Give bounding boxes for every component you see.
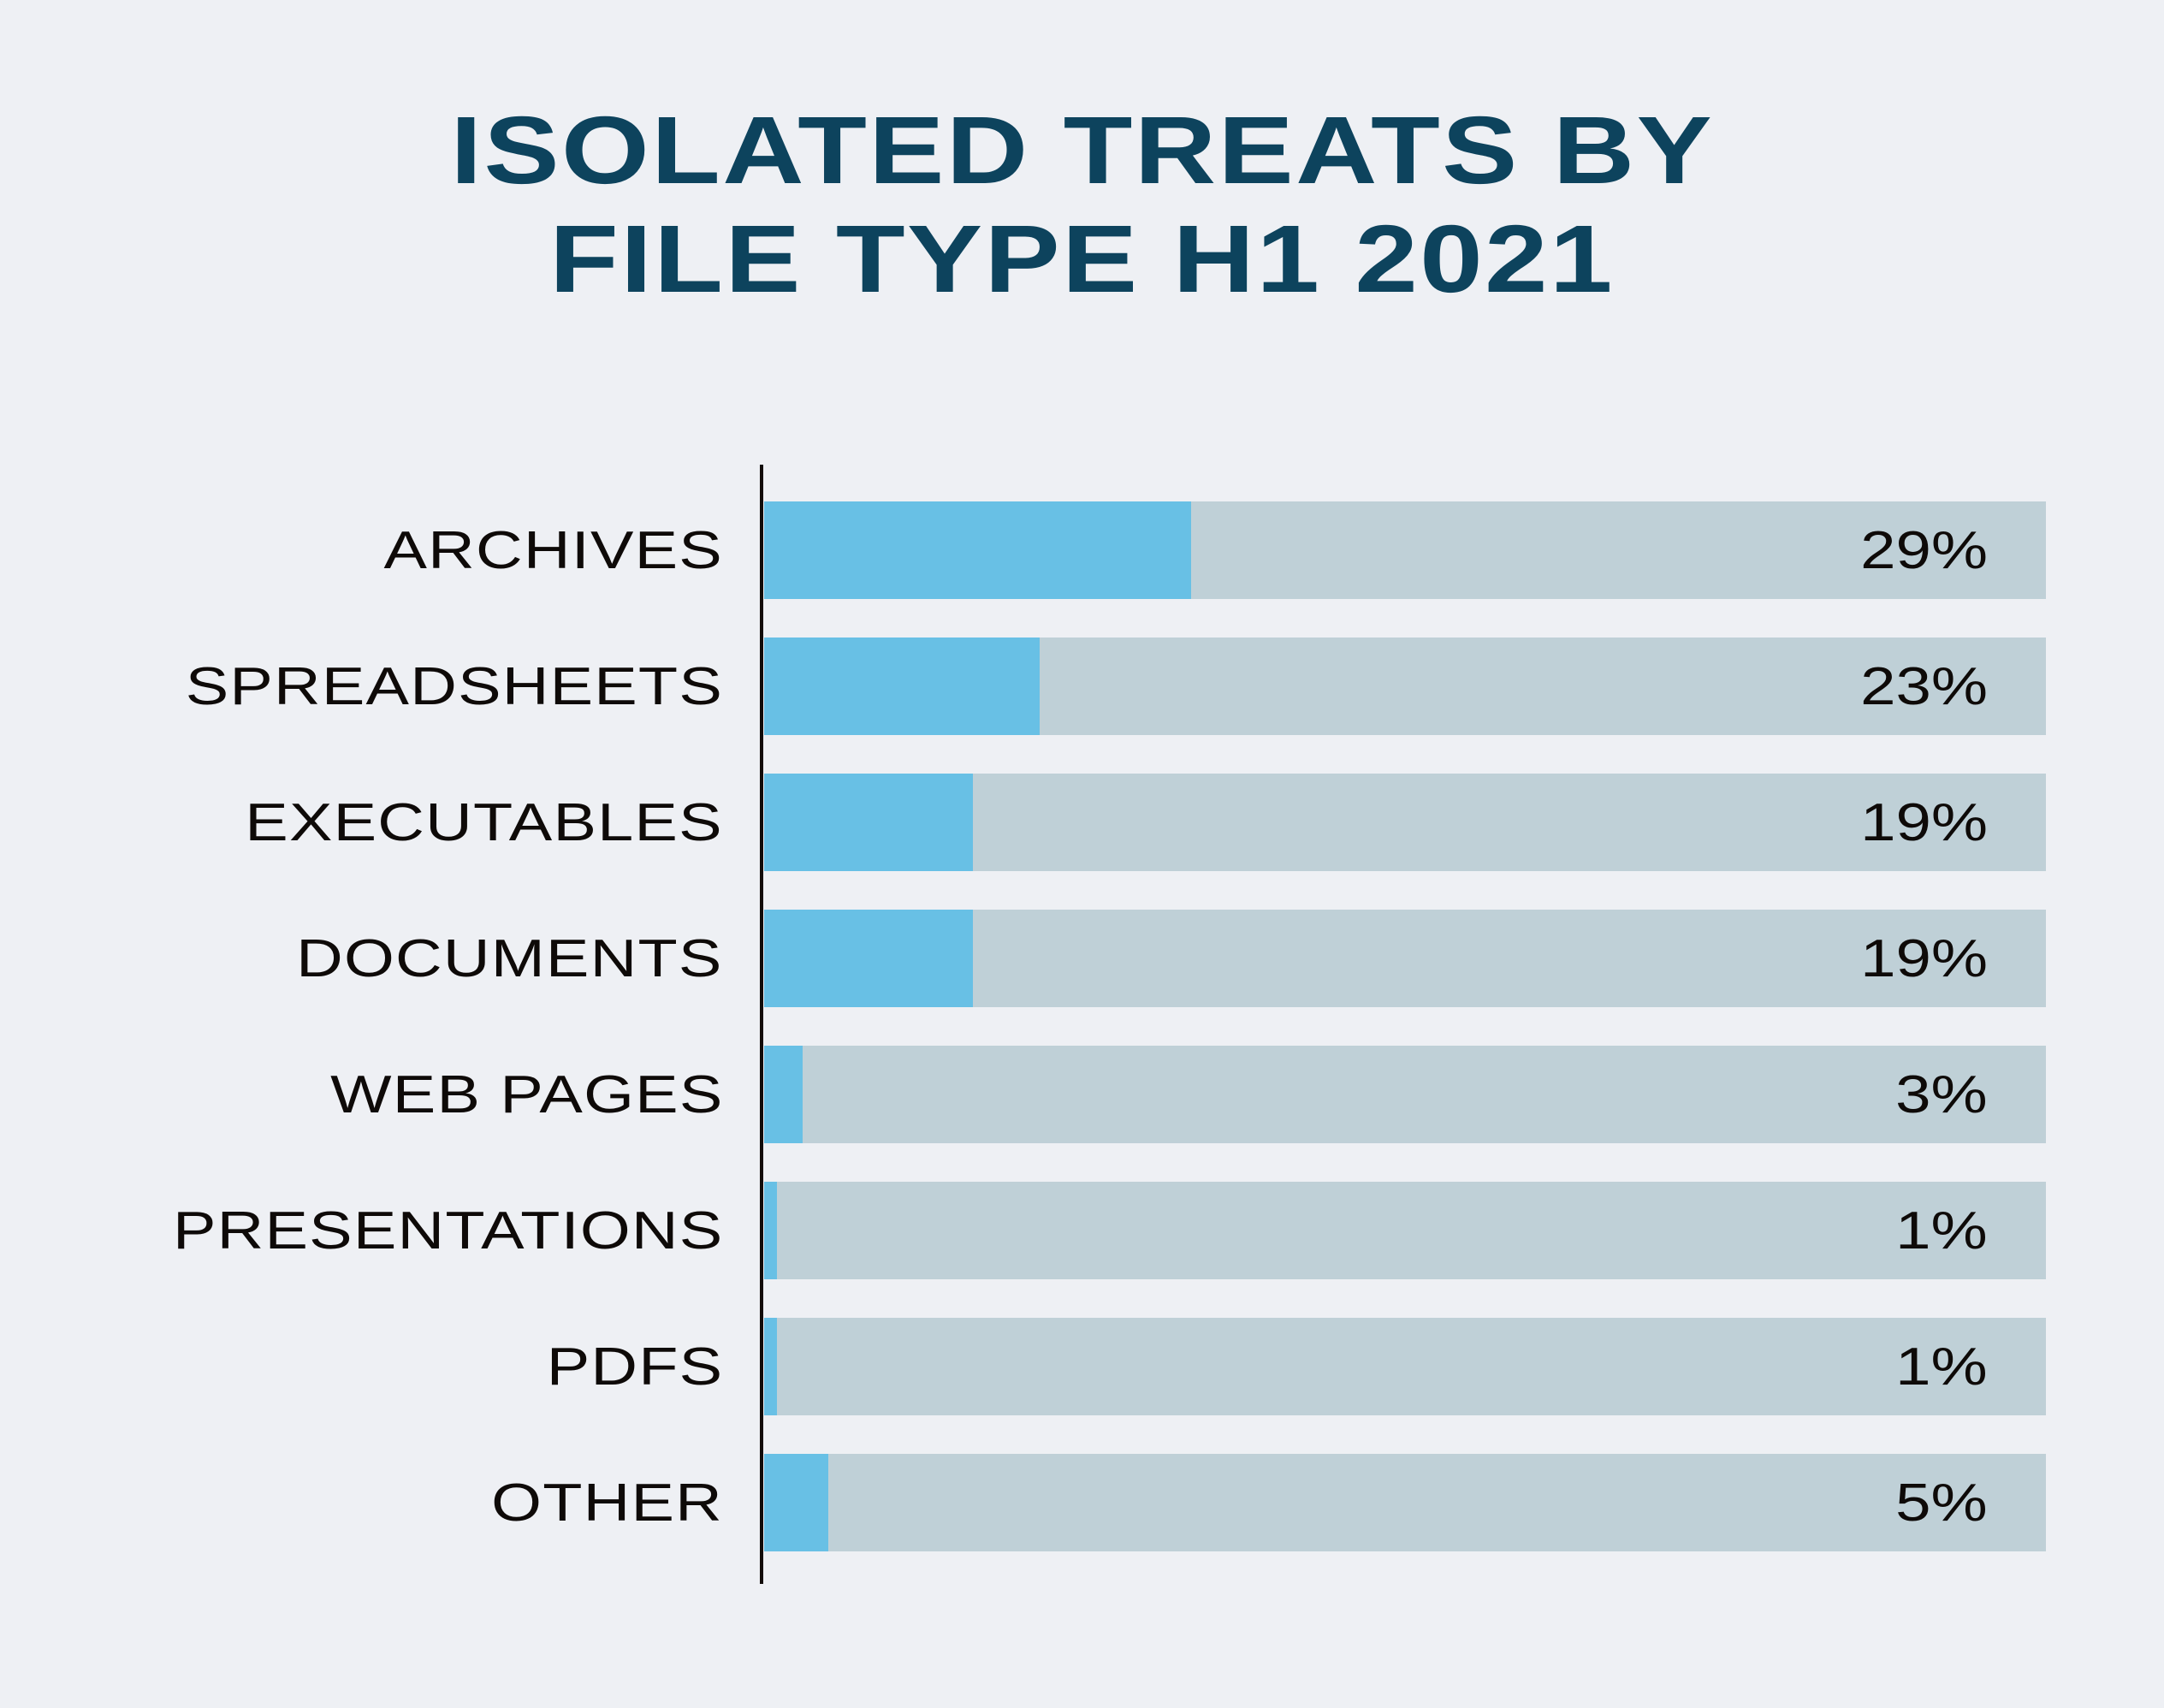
- y-axis-line: [760, 465, 763, 1584]
- category-label: OTHER: [491, 1473, 723, 1533]
- bar-row-presentations: PRESENTATIONS 1%: [0, 1182, 2164, 1279]
- bar-row-web-pages: WEB PAGES 3%: [0, 1046, 2164, 1143]
- category-label: EXECUTABLES: [245, 792, 723, 852]
- bar-row-other: OTHER 5%: [0, 1454, 2164, 1551]
- value-label: 5%: [1895, 1473, 1988, 1533]
- value-label: 3%: [1895, 1065, 1988, 1124]
- bar-row-spreadsheets: SPREADSHEETS 23%: [0, 638, 2164, 735]
- bar-fill: [764, 501, 1191, 599]
- bar-fill: [764, 774, 973, 871]
- bar-track: [764, 638, 2046, 735]
- chart-title-line-1: ISOLATED TREATS BY: [450, 97, 1714, 204]
- bar-track: [764, 501, 2046, 599]
- bar-track: [764, 1318, 2046, 1415]
- category-label: WEB PAGES: [329, 1065, 723, 1124]
- chart-title-line-2: FILE TYPE H1 2021: [549, 205, 1615, 312]
- bar-fill: [764, 1046, 803, 1143]
- bar-fill: [764, 1454, 828, 1551]
- value-label: 1%: [1895, 1337, 1988, 1397]
- category-label: PRESENTATIONS: [172, 1201, 723, 1260]
- bar-fill: [764, 910, 973, 1007]
- category-label: SPREADSHEETS: [185, 656, 723, 716]
- category-label: PDFS: [546, 1337, 723, 1397]
- value-label: 1%: [1895, 1201, 1988, 1260]
- bar-fill: [764, 1182, 777, 1279]
- bar-fill: [764, 1318, 777, 1415]
- bar-track: [764, 1454, 2046, 1551]
- bar-fill: [764, 638, 1040, 735]
- value-label: 29%: [1860, 520, 1988, 580]
- bar-row-executables: EXECUTABLES 19%: [0, 774, 2164, 871]
- bar-track: [764, 910, 2046, 1007]
- category-label: DOCUMENTS: [296, 928, 723, 988]
- bar-row-documents: DOCUMENTS 19%: [0, 910, 2164, 1007]
- value-label: 19%: [1860, 928, 1988, 988]
- bar-track: [764, 1046, 2046, 1143]
- bar-track: [764, 774, 2046, 871]
- bar-row-pdfs: PDFS 1%: [0, 1318, 2164, 1415]
- category-label: ARCHIVES: [383, 520, 723, 580]
- bar-track: [764, 1182, 2046, 1279]
- value-label: 23%: [1860, 656, 1988, 716]
- value-label: 19%: [1860, 792, 1988, 852]
- chart-title: ISOLATED TREATS BY FILE TYPE H1 2021: [0, 96, 2164, 313]
- bar-row-archives: ARCHIVES 29%: [0, 501, 2164, 599]
